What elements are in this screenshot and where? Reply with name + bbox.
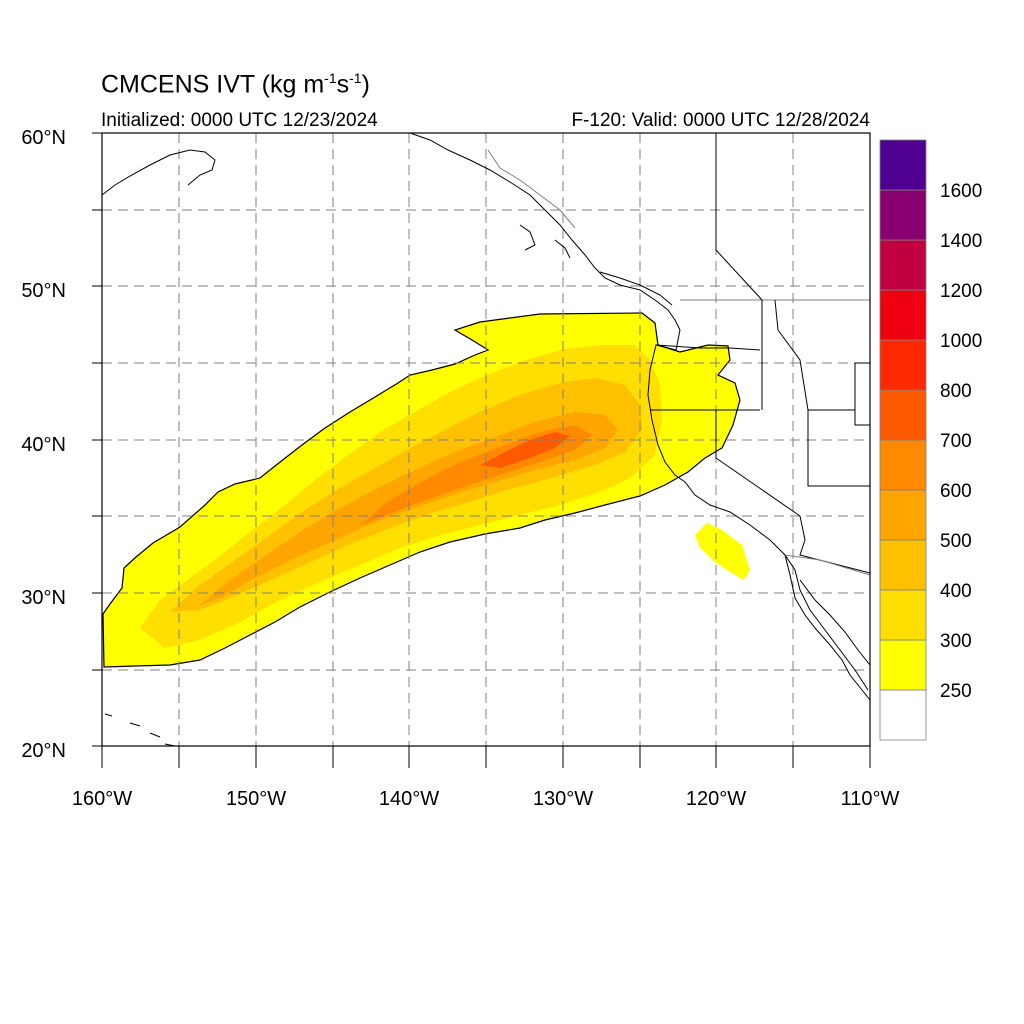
- baja-coast: [784, 554, 870, 701]
- alaska-coast: [102, 149, 216, 196]
- colorbar-swatch: [879, 339, 927, 391]
- lon-label-120w: 120°W: [686, 788, 746, 810]
- coastlines: [102, 133, 870, 746]
- alaska-panhandle-coast: [409, 133, 681, 331]
- lat-label-30: 30°N: [21, 587, 66, 609]
- colorbar-swatch: [879, 539, 927, 591]
- alaska-canada-border: [487, 149, 576, 229]
- lat-label-40: 40°N: [21, 434, 66, 456]
- gulf-california-coast: [799, 579, 870, 666]
- ca-nv-border: [715, 410, 801, 517]
- colorbar-swatch: [879, 489, 927, 541]
- lon-label-150w: 150°W: [226, 788, 286, 810]
- id-border: [715, 133, 763, 410]
- us-mexico-border: [784, 554, 870, 576]
- colorbar-label: 300: [940, 631, 972, 652]
- mt-border: [774, 299, 870, 411]
- hawaii: [104, 713, 176, 746]
- colorbar-label: 400: [940, 581, 972, 602]
- bc-islands: [519, 224, 673, 306]
- colorbar-swatch: [879, 139, 927, 191]
- political-borders: [487, 133, 870, 576]
- initialized-label: Initialized: 0000 UTC 12/23/2024: [101, 110, 378, 131]
- graticule: [102, 133, 870, 746]
- colorbar-label: 1200: [940, 281, 982, 302]
- colorbar-swatch: [879, 189, 927, 241]
- nv-ut-border: [807, 410, 870, 487]
- ivt-contour-700: [480, 432, 570, 468]
- valid-time-label: F-120: Valid: 0000 UTC 12/28/2024: [571, 110, 870, 131]
- lon-label-130w: 130°W: [533, 788, 593, 810]
- colorbar-label: 500: [940, 531, 972, 552]
- colorbar-label: 1400: [940, 231, 982, 252]
- map-title: CMCENS IVT (kg m-1s-1): [101, 70, 370, 99]
- wy-border: [854, 410, 870, 426]
- colorbar-label: 800: [940, 381, 972, 402]
- colorbar-swatch: [879, 639, 927, 691]
- colorbar-swatch: [879, 689, 927, 741]
- lat-label-20: 20°N: [21, 740, 66, 762]
- wa-or-border: [655, 344, 761, 351]
- colorbar: 250 300 400 500 600 700 800 1000 1200 1400 1600: [879, 139, 982, 741]
- lon-label-160w: 160°W: [72, 788, 132, 810]
- colorbar-swatch: [879, 389, 927, 441]
- ivt-field: [102, 312, 750, 668]
- ivt-patch-socal: [695, 523, 750, 580]
- colorbar-label: 1600: [940, 181, 982, 202]
- colorbar-label: 1000: [940, 331, 982, 352]
- colorbar-swatch: [879, 589, 927, 641]
- colorbar-label: 250: [940, 681, 972, 702]
- lon-label-110w: 110°W: [841, 788, 900, 810]
- colorbar-label: 700: [940, 431, 972, 452]
- colorbar-swatch: [879, 439, 927, 491]
- west-coast: [647, 329, 869, 691]
- lat-label-50: 50°N: [21, 280, 66, 302]
- colorbar-label: 600: [940, 481, 972, 502]
- axis-ticks: [92, 132, 871, 768]
- lat-label-60: 60°N: [21, 127, 66, 149]
- colorbar-swatch: [879, 239, 927, 291]
- lon-label-140w: 140°W: [379, 788, 439, 810]
- colorbar-swatch: [879, 289, 927, 341]
